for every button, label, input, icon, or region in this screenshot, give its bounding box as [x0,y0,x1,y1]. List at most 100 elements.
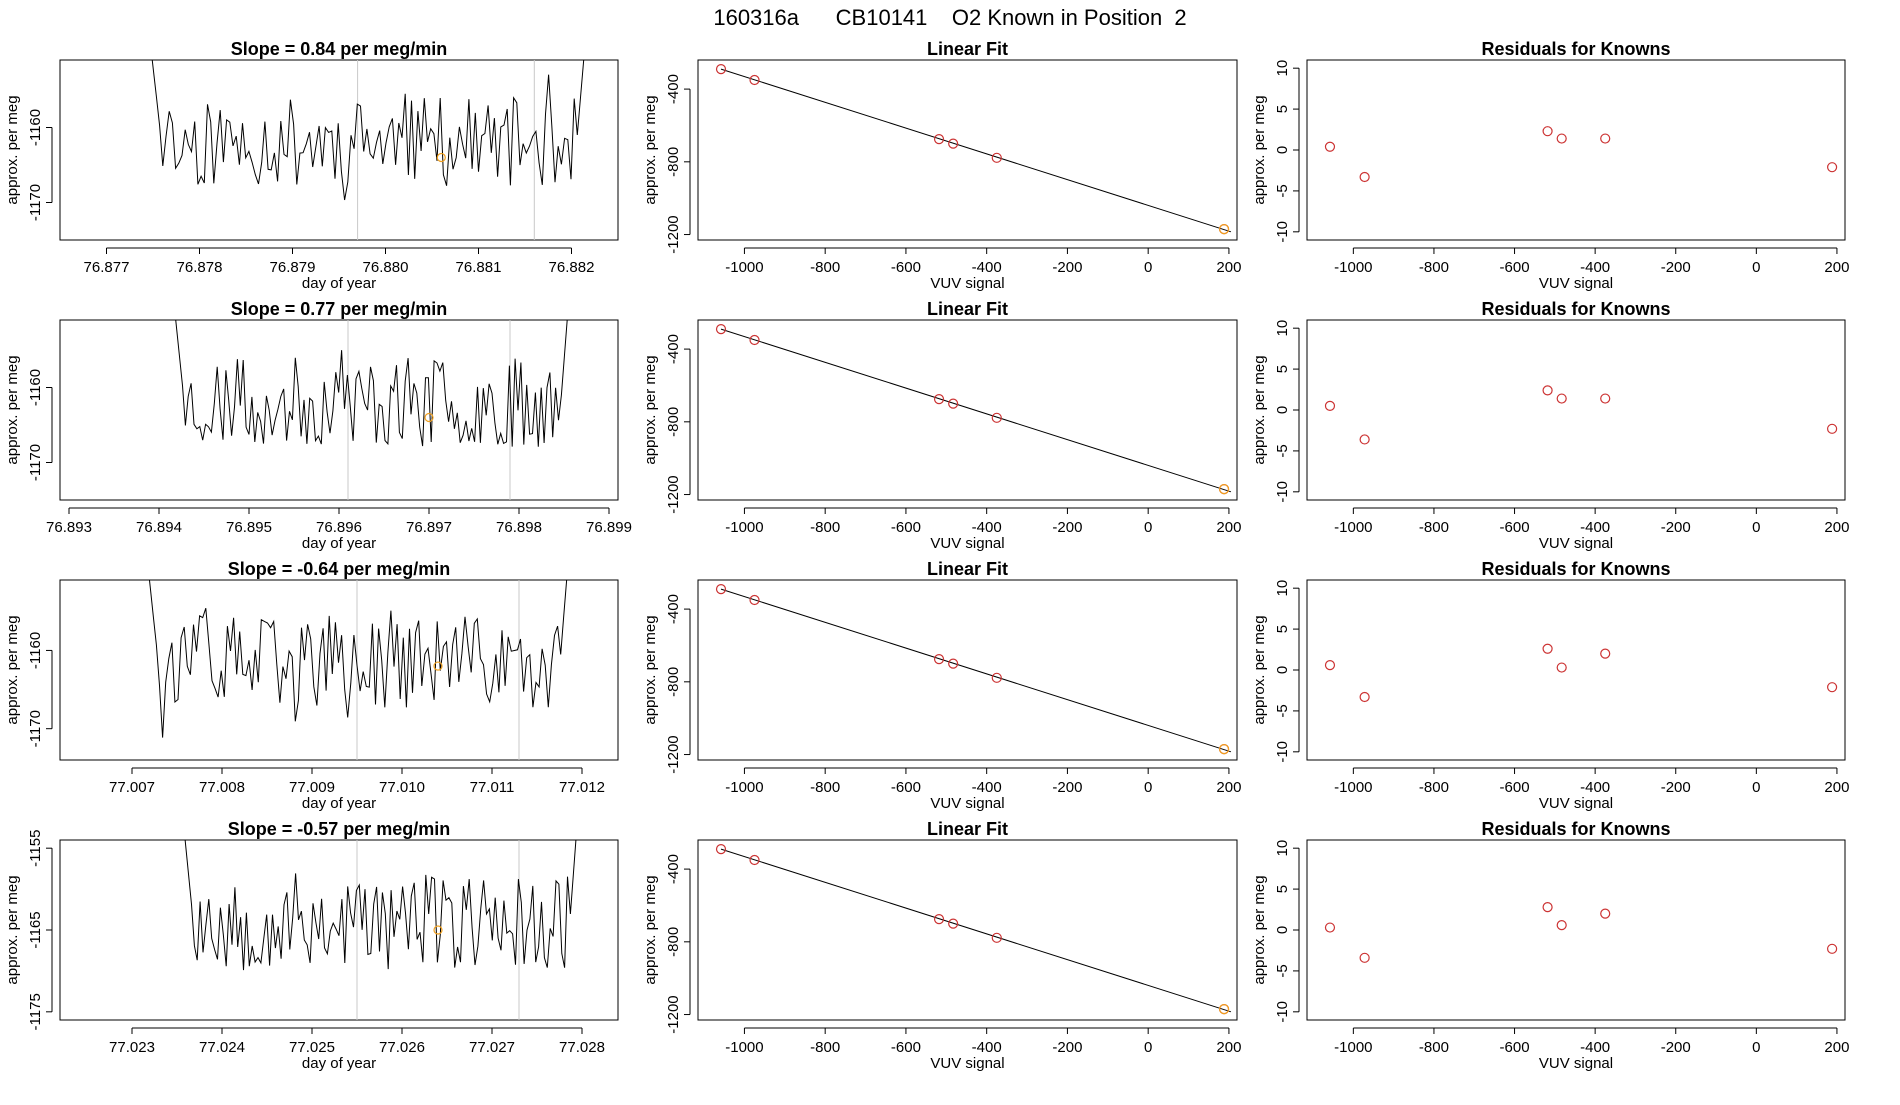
x-tick-label: -400 [972,259,1002,276]
x-tick-label: 0 [1752,1039,1760,1056]
figure-title: 160316a CB10141 O2 Known in Position 2 [713,5,1186,30]
time-series-line [151,60,585,201]
x-tick-label: -200 [1661,1039,1691,1056]
x-tick-label: -800 [1419,519,1449,536]
panel-4-2 [684,839,1238,1034]
x-tick-label: -1000 [725,1039,763,1056]
plot-title: Slope = 0.84 per meg/min [231,39,448,59]
x-tick-label: -200 [1052,259,1082,276]
y-tick-label: -5 [1274,444,1291,457]
y-tick-label: -800 [665,147,682,177]
y-tick-label: 10 [1274,60,1291,77]
plot-title: Slope = 0.77 per meg/min [231,299,448,319]
x-tick-label: -1000 [725,779,763,796]
panel-4-1 [46,839,619,1034]
y-tick-label: -1160 [27,632,44,669]
x-tick-label: 76.899 [586,519,632,536]
x-tick-label: 76.898 [496,519,542,536]
x-tick-label: -1000 [725,259,763,276]
x-axis-label: VUV signal [930,1055,1004,1072]
y-tick-label: -10 [1274,221,1291,243]
data-point [749,854,760,866]
x-tick-label: 76.877 [84,259,130,276]
y-tick-label: 5 [1274,105,1291,113]
data-point [1542,643,1553,654]
y-tick-label: -1200 [665,995,682,1033]
known-marker [433,661,443,671]
data-point [749,594,760,606]
plot-frame [59,839,619,1021]
x-tick-label: 0 [1752,259,1760,276]
x-tick-label: 77.011 [470,779,515,796]
x-tick-label: -1000 [725,519,763,536]
y-axis-label: approx. per meg [4,95,21,204]
data-point [749,74,760,86]
x-tick-label: 0 [1144,1039,1152,1056]
x-tick-label: 77.007 [109,779,155,796]
x-tick-label: -800 [1419,779,1449,796]
known-point [1218,743,1230,755]
panel-2-3 [1293,319,1846,514]
x-axis-label: VUV signal [1539,1055,1613,1072]
x-tick-label: 200 [1824,259,1849,276]
y-axis-label: approx. per meg [1251,95,1268,204]
panel-3-3 [1293,579,1846,774]
x-tick-label: 200 [1216,259,1241,276]
x-tick-label: -200 [1052,1039,1082,1056]
data-point [1827,423,1838,434]
y-axis-label: approx. per meg [4,355,21,464]
x-tick-label: 77.012 [559,779,605,796]
fit-line [720,848,1232,1013]
data-point [1324,922,1336,933]
data-point [1556,662,1567,673]
y-tick-label: -1200 [665,735,682,773]
plot-frame [1306,319,1846,501]
plot-title: Linear Fit [927,39,1008,59]
data-point [1556,133,1567,144]
y-tick-label: -1170 [27,444,44,481]
x-tick-label: -600 [1500,1039,1530,1056]
y-axis-label: approx. per meg [1251,615,1268,724]
x-axis-label: VUV signal [1539,275,1613,292]
x-tick-label: 77.026 [379,1039,425,1056]
x-tick-label: -600 [891,1039,921,1056]
data-point [749,334,760,346]
plot-frame [59,579,619,761]
y-tick-label: -400 [665,594,682,624]
data-point [991,672,1002,683]
y-tick-label: -1160 [27,369,44,406]
y-tick-label: -1170 [27,710,44,747]
y-axis-label: approx. per meg [1251,875,1268,984]
x-tick-label: 200 [1216,1039,1241,1056]
x-tick-label: 76.893 [46,519,92,536]
known-point [1218,483,1230,495]
data-point [948,398,959,409]
x-tick-label: 76.897 [406,519,452,536]
panel-3-2 [684,579,1238,774]
x-tick-label: -600 [891,519,921,536]
x-tick-label: -200 [1052,779,1082,796]
x-tick-label: 76.878 [177,259,223,276]
x-tick-label: -400 [1580,779,1610,796]
data-point [991,932,1002,943]
y-tick-label: -10 [1274,481,1291,503]
plot-title: Slope = -0.64 per meg/min [228,559,451,579]
x-tick-label: 77.024 [199,1039,245,1056]
data-point [991,152,1002,163]
data-point [933,393,945,405]
x-axis-label: VUV signal [1539,535,1613,552]
known-marker [424,412,434,423]
known-point [1218,1003,1230,1015]
data-point [1542,901,1553,913]
known-marker [436,152,446,163]
x-tick-label: -200 [1052,519,1082,536]
y-tick-label: -1160 [27,109,44,146]
data-point [948,658,959,669]
data-point [1600,133,1611,144]
x-tick-label: 77.025 [289,1039,335,1056]
data-point [1359,434,1370,445]
y-tick-label: 0 [1274,406,1291,414]
plot-title: Residuals for Knowns [1481,559,1670,579]
